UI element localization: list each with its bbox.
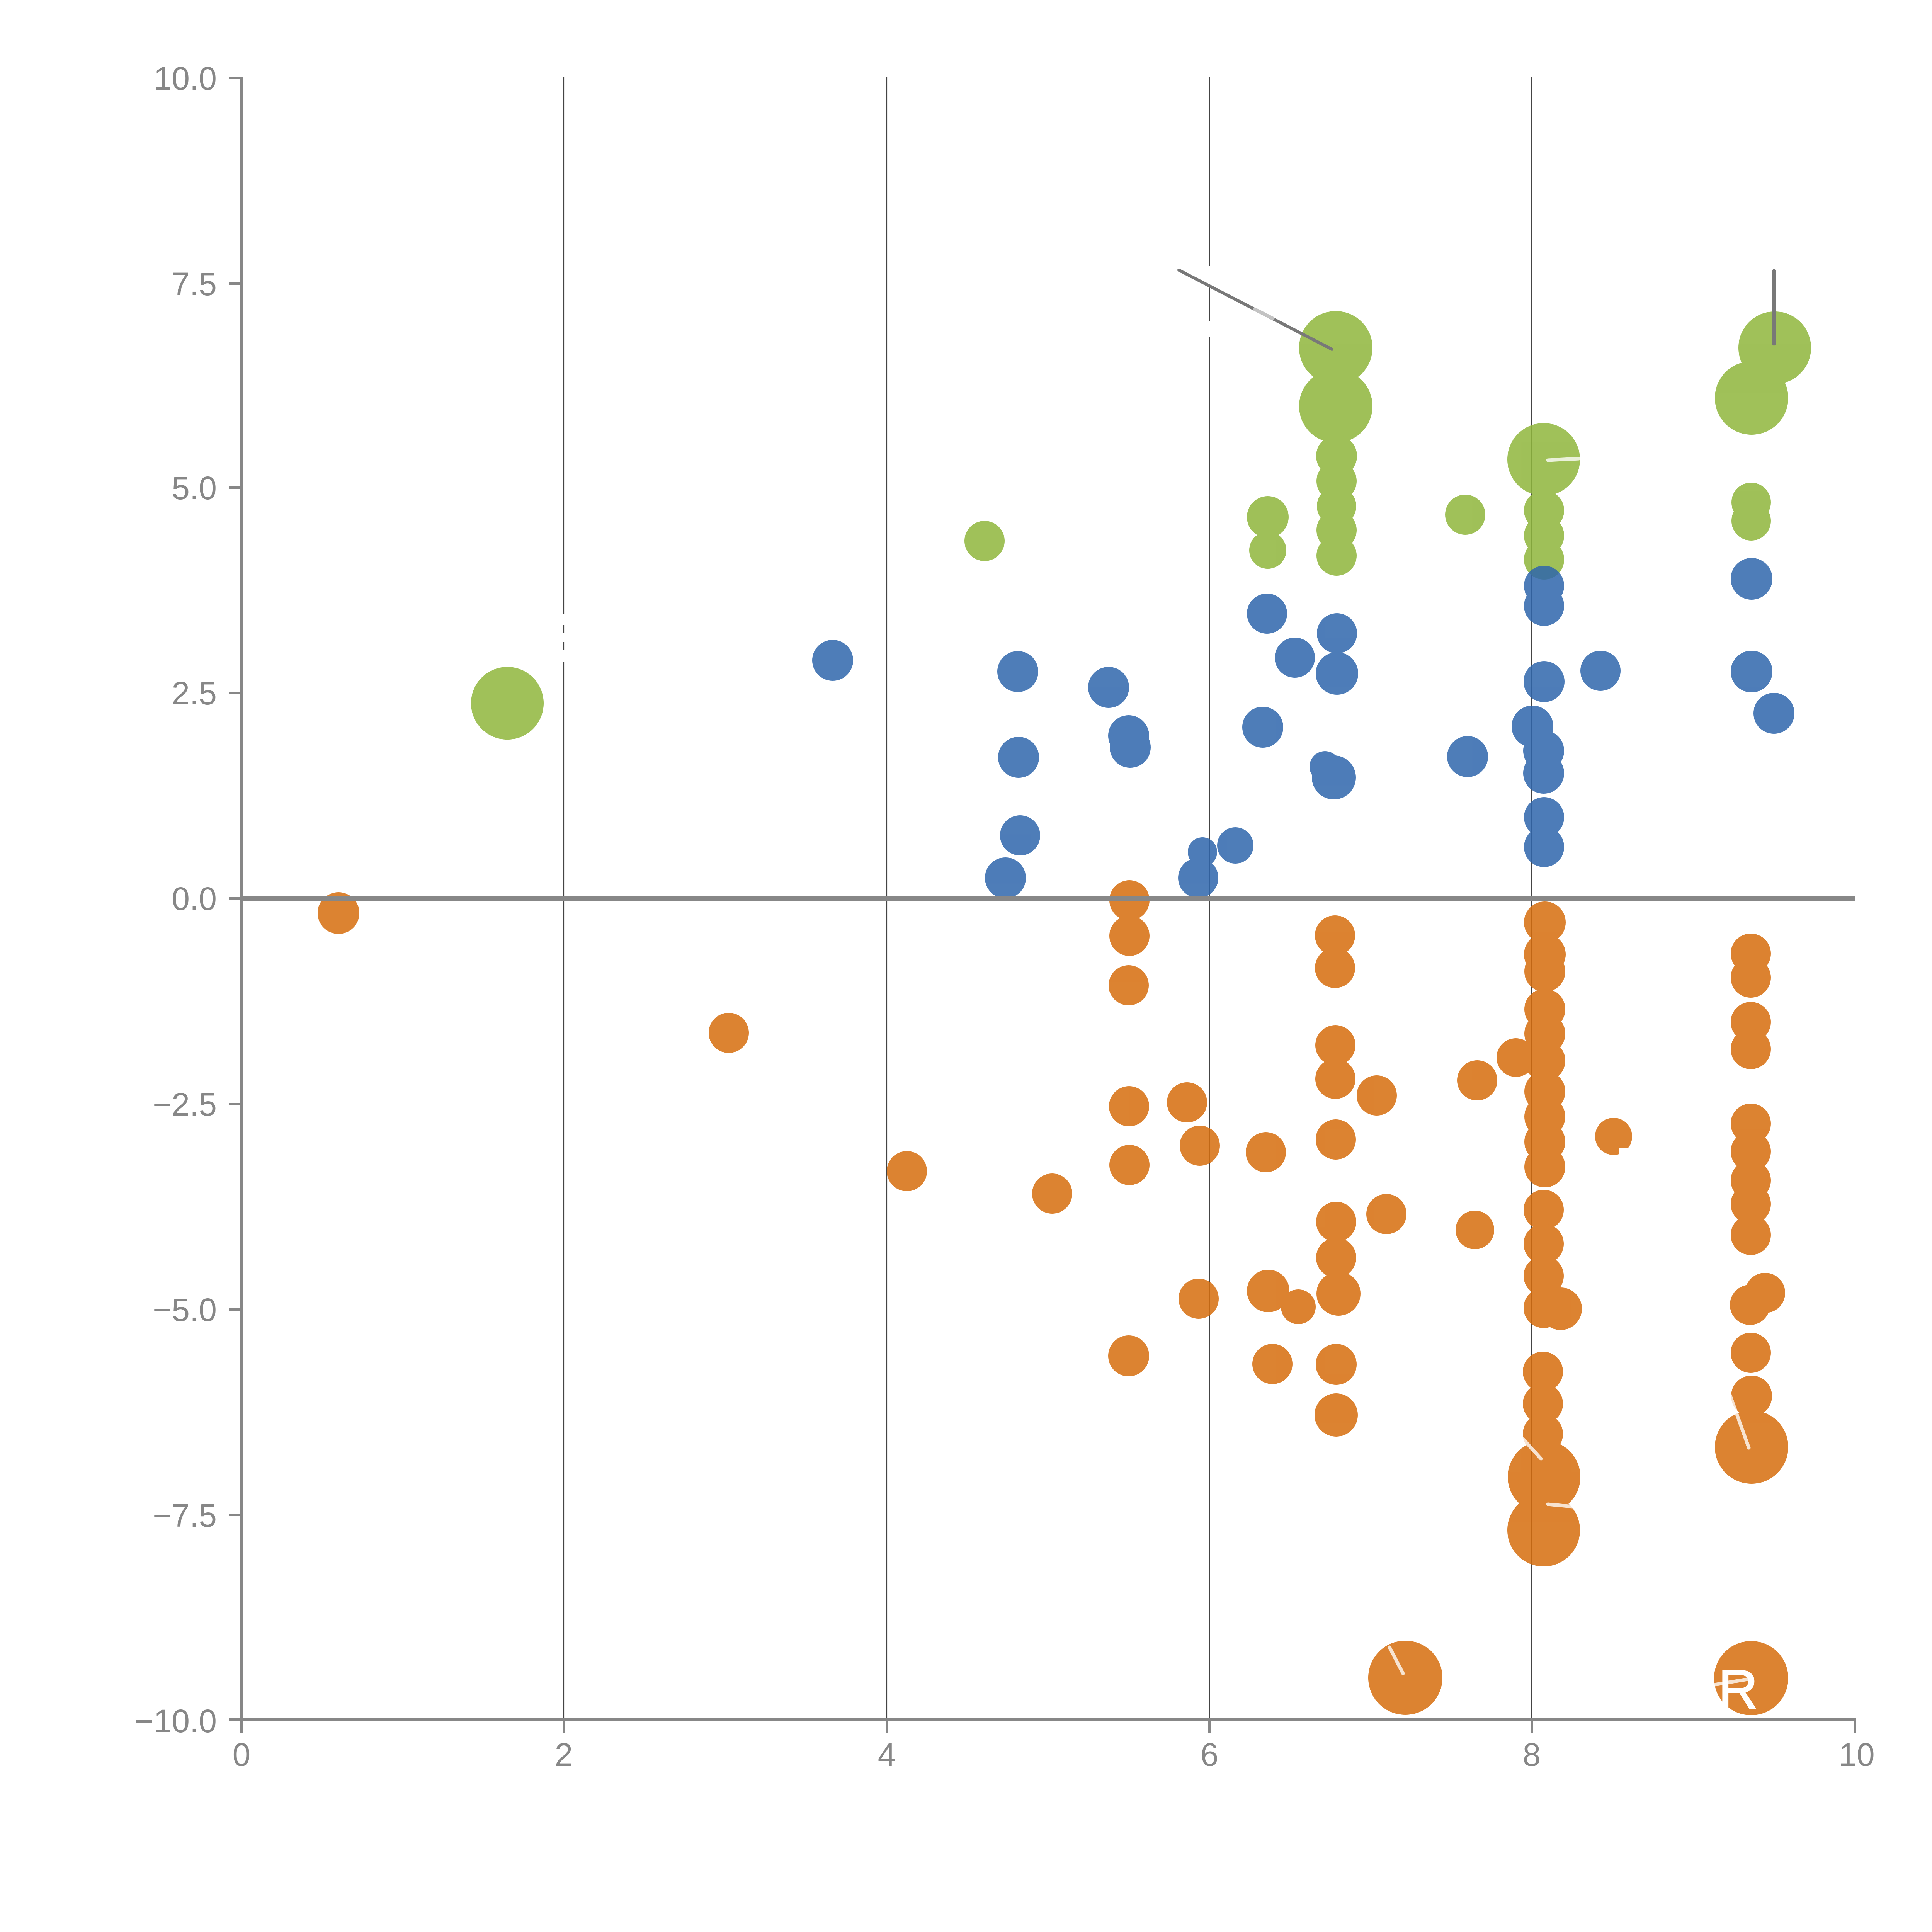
- svg-text:R: R: [1718, 1659, 1758, 1720]
- svg-text:6: 6: [1201, 1736, 1219, 1773]
- svg-text:4: 4: [878, 1736, 896, 1773]
- svg-text:10.0: 10.0: [154, 60, 217, 97]
- svg-text:−2.5: −2.5: [153, 1086, 217, 1122]
- svg-text:5.0: 5.0: [172, 470, 217, 506]
- svg-text:0: 0: [233, 1736, 251, 1773]
- svg-text:10: 10: [1838, 1736, 1874, 1773]
- svg-text:2.5: 2.5: [172, 675, 217, 711]
- svg-text:7.5: 7.5: [172, 266, 217, 302]
- svg-text:−5.0: −5.0: [153, 1292, 217, 1328]
- svg-text:0.0: 0.0: [172, 881, 217, 917]
- svg-text:2: 2: [555, 1736, 573, 1773]
- svg-text:8: 8: [1523, 1736, 1541, 1773]
- svg-text:−7.5: −7.5: [153, 1497, 217, 1534]
- svg-text:−10.0: −10.0: [134, 1703, 217, 1739]
